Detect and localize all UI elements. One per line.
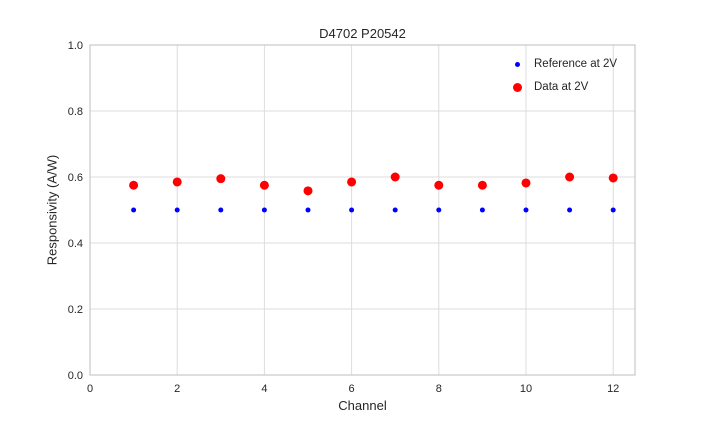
legend-marker-box	[508, 61, 526, 67]
svg-text:4: 4	[261, 383, 267, 395]
svg-text:0.6: 0.6	[68, 172, 83, 184]
svg-text:0.8: 0.8	[68, 106, 83, 118]
svg-text:6: 6	[349, 383, 355, 395]
svg-text:1.0: 1.0	[68, 40, 83, 52]
data-marker-icon	[512, 82, 522, 92]
svg-text:0.0: 0.0	[68, 370, 83, 382]
svg-text:12: 12	[607, 383, 619, 395]
legend-label-reference: Reference at 2V	[534, 58, 618, 70]
svg-text:10: 10	[520, 383, 532, 395]
chart-title: D4702 P20542	[319, 26, 406, 41]
x-axis-label: Channel	[338, 398, 387, 413]
svg-text:0: 0	[87, 383, 93, 395]
svg-text:8: 8	[436, 383, 442, 395]
svg-text:0.2: 0.2	[68, 304, 83, 316]
legend-item-data: Data at 2V	[508, 79, 617, 95]
y-axis-label: Responsivity (A/W)	[44, 154, 60, 266]
svg-text:2: 2	[174, 383, 180, 395]
legend-item-reference: Reference at 2V	[508, 56, 617, 72]
legend-label-data: Data at 2V	[534, 81, 589, 93]
reference-marker-icon	[514, 61, 520, 67]
legend: Reference at 2V Data at 2V	[508, 56, 617, 95]
svg-text:0.4: 0.4	[68, 238, 83, 250]
legend-marker-box	[508, 82, 526, 92]
